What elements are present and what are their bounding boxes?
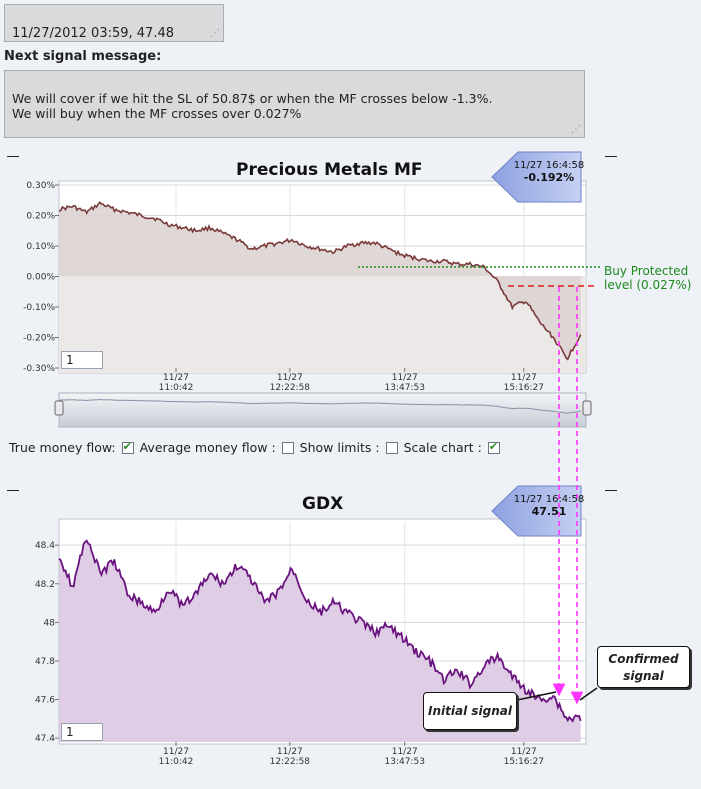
y-tick-label: 0.30%	[26, 181, 55, 191]
resize-grip-icon[interactable]: ⋰	[571, 124, 581, 135]
x-tick-time: 12:22:58	[270, 383, 311, 393]
y-tick-label: 0.00%	[26, 273, 55, 283]
mf-flag-time: 11/27 16:4:58	[513, 160, 585, 171]
x-tick-date: 11/27	[163, 373, 189, 383]
x-tick-date: 11/27	[392, 747, 418, 757]
timestamp-price-field[interactable]: 11/27/2012 03:59, 47.48 ⋰	[4, 4, 224, 42]
confirmed-signal-label: Confirmed signal	[597, 646, 690, 688]
x-tick-time: 15:16:27	[504, 757, 544, 767]
gdx-x-axis: 11/2711:0:4211/2712:22:5811/2713:47:5311…	[159, 742, 544, 767]
y-tick-label: 48.2	[35, 580, 55, 590]
collapse-left-icon[interactable]	[7, 490, 19, 491]
average-money-flow-checkbox[interactable]	[281, 441, 294, 454]
collapse-right-icon[interactable]	[605, 490, 617, 491]
mf-flag-text: 11/27 16:4:58 -0.192%	[506, 156, 592, 194]
chart-controls: True money flow: Average money flow : Sh…	[9, 440, 502, 455]
next-signal-label: Next signal message:	[4, 49, 162, 64]
y-tick-label: 48	[44, 618, 56, 628]
mf-y-axis: 0.30% 0.20% 0.10% 0.00% -0.10% -0.20% -0.30%	[23, 181, 59, 374]
x-tick-date: 11/27	[511, 373, 537, 383]
navigator-line	[58, 398, 581, 414]
gdx-line	[58, 539, 582, 723]
signal-message-text: We will cover if we hit the SL of 50.87$…	[12, 91, 493, 121]
y-tick-label: 47.8	[35, 657, 55, 667]
x-tick-date: 11/27	[277, 747, 303, 757]
mf-zoom-input[interactable]: 1	[61, 351, 103, 369]
y-tick-label: 0.20%	[26, 212, 55, 222]
mf-chart-title: Precious Metals MF	[236, 160, 423, 180]
x-tick-time: 12:22:58	[270, 757, 311, 767]
mf-area	[59, 202, 581, 360]
y-tick-label: 48.4	[35, 541, 55, 551]
gdx-y-axis: 48.4 48.2 48 47.8 47.6 47.4	[35, 541, 59, 744]
y-tick-label: 47.6	[35, 696, 55, 706]
gdx-flag-time: 11/27 16:4:58	[513, 494, 585, 505]
x-tick-time: 11:0:42	[159, 757, 194, 767]
x-tick-date: 11/27	[511, 747, 537, 757]
resize-grip-icon[interactable]: ⋰	[210, 28, 220, 39]
mf-value-flag	[491, 151, 582, 203]
confirmed-signal-pointer	[579, 687, 598, 701]
y-tick-label: 47.4	[35, 734, 55, 744]
y-tick-label: -0.30%	[23, 364, 55, 374]
true-money-flow-label: True money flow:	[9, 440, 116, 455]
signal-message-field[interactable]: We will cover if we hit the SL of 50.87$…	[4, 70, 585, 138]
collapse-right-icon[interactable]	[605, 156, 617, 157]
gdx-area	[59, 540, 581, 742]
timestamp-price-text: 11/27/2012 03:59, 47.48	[12, 26, 175, 41]
x-tick-date: 11/27	[277, 373, 303, 383]
scale-chart-label: Scale chart :	[403, 440, 482, 455]
navigator-left-handle[interactable]	[54, 400, 64, 416]
y-tick-label: -0.10%	[23, 303, 55, 313]
average-money-flow-label: Average money flow :	[139, 440, 276, 455]
x-tick-date: 11/27	[163, 747, 189, 757]
gdx-zoom-input[interactable]: 1	[61, 723, 103, 741]
initial-signal-pointer	[516, 691, 557, 701]
x-tick-time: 13:47:53	[385, 757, 425, 767]
mf-line	[58, 201, 582, 361]
y-tick-label: 0.10%	[26, 242, 55, 252]
mf-flag-value: -0.192%	[523, 171, 575, 184]
show-limits-checkbox[interactable]	[385, 441, 398, 454]
mf-navigator[interactable]	[58, 392, 587, 428]
gdx-flag-text: 11/27 16:4:58 47.51	[506, 490, 592, 528]
initial-signal-label: Initial signal	[423, 692, 517, 730]
gdx-flag-value: 47.51	[531, 505, 567, 518]
x-tick-date: 11/27	[392, 373, 418, 383]
buy-protected-label: Buy Protected level (0.027%)	[604, 264, 692, 292]
y-tick-label: -0.20%	[23, 334, 55, 344]
collapse-left-icon[interactable]	[7, 156, 19, 157]
show-limits-label: Show limits :	[299, 440, 380, 455]
x-tick-time: 13:47:53	[385, 383, 425, 393]
scale-chart-checkbox[interactable]	[487, 440, 500, 454]
navigator-right-handle[interactable]	[582, 400, 592, 416]
gdx-chart-title: GDX	[302, 494, 344, 514]
x-tick-time: 11:0:42	[159, 383, 194, 393]
true-money-flow-checkbox[interactable]	[121, 440, 134, 454]
x-tick-time: 15:16:27	[504, 383, 544, 393]
mf-negative-band	[59, 276, 586, 373]
mf-x-axis: 11/2711:0:4211/2712:22:5811/2713:47:5311…	[159, 368, 544, 393]
